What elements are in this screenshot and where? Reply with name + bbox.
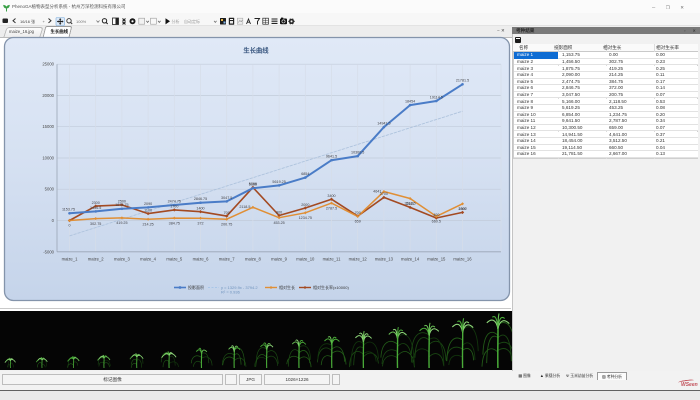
svg-text:10000: 10000: [42, 156, 54, 161]
svg-text:2118.5: 2118.5: [239, 205, 250, 209]
svg-text:maize_3: maize_3: [114, 257, 130, 262]
svg-text:maize_5: maize_5: [166, 257, 182, 262]
svg-text:100%: 100%: [76, 19, 87, 24]
svg-text:6854: 6854: [301, 172, 309, 176]
svg-text:800: 800: [276, 210, 282, 214]
svg-text:maize_14: maize_14: [401, 257, 420, 262]
svg-text:maize_2: maize_2: [88, 257, 104, 262]
svg-text:659: 659: [355, 220, 361, 224]
svg-text:2846.75: 2846.75: [194, 197, 207, 201]
svg-text:-5000: -5000: [43, 249, 54, 254]
svg-text:5166: 5166: [249, 183, 257, 187]
svg-text:maize_15: maize_15: [427, 257, 446, 262]
svg-text:9641.5: 9641.5: [326, 155, 337, 159]
svg-text:400: 400: [433, 213, 439, 217]
svg-text:5300: 5300: [249, 182, 257, 186]
svg-text:5000: 5000: [45, 187, 55, 192]
svg-text:384.75: 384.75: [169, 221, 180, 225]
svg-text:3512.5: 3512.5: [404, 202, 415, 206]
svg-text:分析: 分析: [172, 18, 180, 24]
svg-text:maize_7: maize_7: [219, 257, 235, 262]
svg-text:660.5: 660.5: [432, 220, 441, 224]
svg-text:y = 1329.9x - 3794.2: y = 1329.9x - 3794.2: [221, 285, 258, 290]
svg-text:maize_9: maize_9: [271, 257, 287, 262]
svg-text:16/16 张: 16/16 张: [20, 18, 35, 24]
svg-text:419.25: 419.25: [116, 221, 127, 225]
svg-text:20000: 20000: [42, 93, 54, 98]
svg-text:1153.75: 1153.75: [62, 208, 75, 212]
svg-text:14941.5: 14941.5: [377, 122, 390, 126]
svg-text:2300: 2300: [92, 201, 100, 205]
svg-text:700: 700: [224, 211, 230, 215]
svg-text:相对生长: 相对生长: [279, 284, 295, 290]
svg-text:19114.5: 19114.5: [430, 95, 443, 99]
svg-text:302.75: 302.75: [90, 222, 101, 226]
svg-text:1875.75: 1875.75: [115, 203, 128, 207]
svg-text:投影面积: 投影面积: [188, 284, 204, 290]
svg-text:maize_4: maize_4: [140, 257, 156, 262]
svg-text:2000: 2000: [301, 203, 309, 207]
svg-text:1300: 1300: [458, 207, 466, 211]
svg-text:2787.5: 2787.5: [326, 206, 337, 210]
svg-text:2474.75: 2474.75: [168, 199, 181, 203]
svg-text:1456.5: 1456.5: [90, 206, 101, 210]
svg-text:21781.5: 21781.5: [456, 79, 469, 83]
svg-text:自动定标: 自动定标: [184, 18, 200, 24]
svg-text:2667: 2667: [458, 207, 466, 211]
svg-text:maize_10: maize_10: [296, 257, 315, 262]
svg-text:18454: 18454: [405, 100, 415, 104]
svg-text:maize_8: maize_8: [245, 257, 261, 262]
svg-text:700: 700: [355, 211, 361, 215]
svg-text:0: 0: [68, 224, 70, 228]
svg-text:2500: 2500: [118, 200, 126, 204]
svg-text:214.25: 214.25: [142, 222, 153, 226]
svg-text:+: +: [43, 19, 46, 24]
svg-text:相对生长率(x10000): 相对生长率(x10000): [313, 284, 349, 290]
svg-text:5619.25: 5619.25: [272, 180, 285, 184]
svg-text:maize_16: maize_16: [453, 257, 472, 262]
svg-text:3400: 3400: [327, 194, 335, 198]
svg-text:1100: 1100: [144, 208, 152, 212]
svg-text:1700: 1700: [170, 205, 178, 209]
svg-text:453.25: 453.25: [273, 221, 284, 225]
svg-text:10300.5: 10300.5: [351, 151, 364, 155]
svg-text:200.75: 200.75: [221, 222, 232, 226]
svg-text:1234.75: 1234.75: [299, 216, 312, 220]
svg-text:maize_12: maize_12: [349, 257, 368, 262]
svg-text:生长曲线: 生长曲线: [243, 46, 269, 55]
svg-text:R² = 0.936: R² = 0.936: [221, 290, 241, 295]
svg-text:3047.5: 3047.5: [221, 196, 232, 200]
svg-text:15000: 15000: [42, 124, 54, 129]
svg-text:0: 0: [52, 218, 55, 223]
svg-text:3700: 3700: [380, 192, 388, 196]
svg-text:372: 372: [197, 221, 203, 225]
svg-text:maize_11: maize_11: [323, 257, 342, 262]
svg-text:maize_1: maize_1: [62, 257, 78, 262]
svg-text:maize_13: maize_13: [375, 257, 394, 262]
svg-text:25000: 25000: [42, 62, 54, 67]
svg-text:maize_6: maize_6: [193, 257, 209, 262]
svg-text:2090: 2090: [144, 202, 152, 206]
svg-text:4641: 4641: [373, 189, 381, 193]
svg-text:1400: 1400: [196, 207, 204, 211]
svg-text:2100: 2100: [406, 202, 414, 206]
